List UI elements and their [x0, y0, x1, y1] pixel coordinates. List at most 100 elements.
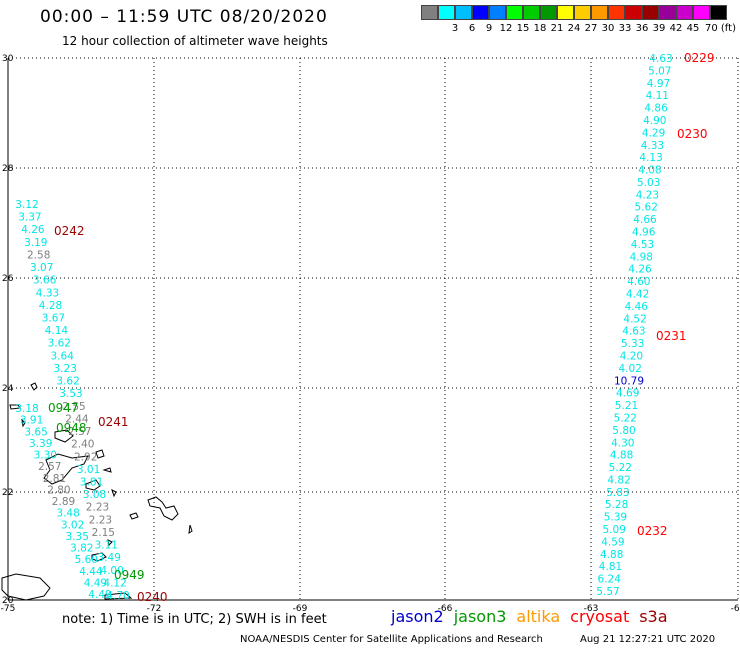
- wave-height-value: 2.23: [86, 502, 109, 514]
- island-outline: [30, 382, 38, 391]
- legend-swatch: [676, 5, 693, 20]
- wave-height-value: 4.52: [623, 313, 646, 325]
- pass-time-label: 0241: [98, 415, 129, 429]
- wave-height-value: 5.07: [648, 65, 671, 77]
- pass-time-label: 0947: [48, 401, 79, 415]
- legend-tick-label: 39: [652, 23, 666, 34]
- wave-height-value: 4.26: [21, 224, 45, 236]
- wave-height-value: 4.33: [36, 287, 59, 299]
- island-outline: [107, 539, 113, 547]
- wave-height-value: 4.23: [636, 189, 659, 201]
- legend-swatch: [540, 5, 557, 20]
- wave-height-value: 2.80: [47, 484, 70, 496]
- wave-height-value: 3.19: [24, 237, 47, 249]
- wave-height-value: 3.18: [15, 403, 38, 415]
- wave-height-value: 3.91: [20, 415, 43, 427]
- legend-tick-label: 70 (ft): [705, 23, 736, 34]
- legend-tick-label: 21: [550, 23, 564, 34]
- pass-time-label: 0240: [137, 590, 168, 604]
- wave-height-value: 5.33: [621, 338, 644, 350]
- wave-height-value: 2.55: [62, 401, 85, 413]
- island-outline: [54, 429, 74, 443]
- wave-height-value: 5.60: [75, 554, 98, 566]
- wave-height-value: 5.39: [604, 512, 627, 524]
- lat-label: 28: [2, 164, 14, 174]
- wave-height-value: 4.86: [644, 103, 668, 115]
- pass-time-label: 0242: [54, 224, 85, 238]
- wave-height-value: 4.44: [79, 566, 103, 578]
- legend-tick-label: 36: [635, 23, 649, 34]
- wave-height-value: 4.90: [643, 115, 666, 127]
- legend-swatch: [659, 5, 676, 20]
- legend-swatch: [642, 5, 659, 20]
- wave-height-value: 5.57: [596, 586, 619, 598]
- satellite-s3a: s3a: [639, 607, 668, 626]
- wave-height-value: 4.70: [106, 590, 129, 602]
- pass-time-labels: 0229 0230 0242 0231 0241 0947 0948 0232 0949 0240: [48, 51, 715, 604]
- wave-height-value: 3.48: [56, 508, 79, 520]
- legend-tick-label: 3: [451, 23, 459, 34]
- lat-label: 20: [2, 596, 14, 606]
- island-outline: [95, 449, 105, 459]
- legend-swatch: [489, 5, 506, 20]
- legend-swatch: [472, 5, 489, 20]
- island-outline: [21, 418, 26, 428]
- island-outline: [9, 404, 21, 410]
- wave-height-value: 3.23: [54, 363, 77, 375]
- wave-height-value: 5.83: [606, 487, 629, 499]
- wave-height-value: 4.08: [638, 165, 661, 177]
- wave-height-value: 4.29: [642, 127, 665, 139]
- wave-height-value: 3.39: [29, 438, 52, 450]
- island-outline: [85, 479, 101, 491]
- wave-height-value: 4.81: [599, 561, 622, 573]
- wave-height-value: 3.81: [80, 477, 103, 489]
- island-outline: [91, 552, 107, 562]
- wave-height-value: 3.82: [70, 543, 93, 555]
- generated-timestamp: Aug 21 12:27:21 UTC 2020: [580, 634, 716, 645]
- lat-label: 22: [2, 488, 13, 498]
- wave-height-value: 2.23: [89, 514, 112, 526]
- island-outline: [147, 496, 179, 521]
- lat-label: 30: [2, 54, 14, 64]
- legend-swatch: [608, 5, 625, 20]
- wave-height-value: 3.62: [56, 376, 79, 388]
- wave-height-value: 4.20: [620, 351, 643, 363]
- legend-swatch: [421, 5, 438, 20]
- wave-height-value: 3.30: [34, 450, 57, 462]
- legend-swatch: [625, 5, 642, 20]
- wave-height-value: 2.92: [74, 451, 97, 463]
- legend-swatch: [438, 5, 455, 20]
- legend-tick-label: 18: [533, 23, 547, 34]
- satellite-jason3: jason3: [453, 607, 507, 626]
- wave-height-value: 4.82: [607, 474, 630, 486]
- wave-height-value: 2.57: [38, 461, 61, 473]
- legend-tick-label: 9: [485, 23, 493, 34]
- wave-height-value: 3.49: [98, 552, 121, 564]
- footer-note: note: 1) Time is in UTC; 2) SWH is in fe…: [62, 612, 327, 627]
- lon-label: -69: [293, 604, 308, 614]
- legend-tick-label: 45: [686, 23, 700, 34]
- lon-label: -72: [147, 604, 162, 614]
- lon-label: -63: [584, 604, 599, 614]
- wave-height-value: 4.88: [610, 450, 633, 462]
- map-title: 00:00 – 11:59 UTC 08/20/2020: [40, 7, 328, 27]
- island-outline: [102, 467, 112, 473]
- satellite-cryosat: cryosat: [570, 607, 630, 626]
- wave-height-value: 10.79: [614, 375, 644, 387]
- wave-height-value: 4.98: [630, 251, 653, 263]
- wave-height-value: 3.53: [59, 388, 82, 400]
- legend-swatch: [591, 5, 608, 20]
- axis-labels: 30 28 26 24 22 20-75 -72 -69 -66 -63 -60: [1, 54, 740, 614]
- wave-height-value: 3.37: [18, 212, 41, 224]
- wave-height-value: 5.28: [605, 499, 628, 511]
- legend-tick-label: 15: [516, 23, 530, 34]
- legend-tick-label: 24: [567, 23, 581, 34]
- wave-height-value: 3.35: [66, 531, 89, 543]
- legend-tick-label: 42: [669, 23, 683, 34]
- legend-swatch: [693, 5, 710, 20]
- wave-height-value: 6.24: [598, 574, 622, 586]
- legend-swatch: [523, 5, 540, 20]
- satellite-altika: altika: [516, 607, 561, 626]
- land-outlines: [1, 382, 193, 601]
